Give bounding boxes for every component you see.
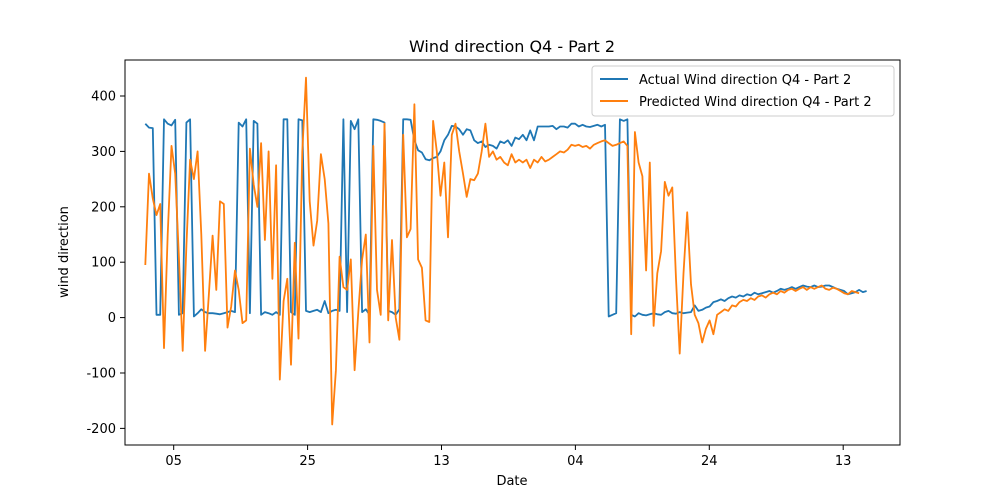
- x-tick-label: 24: [701, 454, 718, 469]
- y-tick-label: 100: [91, 256, 116, 271]
- y-tick-label: 0: [108, 311, 116, 326]
- x-tick-label: 25: [299, 454, 316, 469]
- y-tick-label: -100: [86, 366, 116, 381]
- series-line-actual: [144, 118, 867, 318]
- x-axis-label: Date: [496, 474, 527, 489]
- legend-label-predicted: Predicted Wind direction Q4 - Part 2: [639, 95, 872, 110]
- series-line-predicted: [144, 76, 860, 426]
- x-tick-label: 04: [567, 454, 584, 469]
- x-tick-label: 05: [165, 454, 182, 469]
- y-tick-label: 400: [91, 90, 116, 105]
- x-axis: 05 25 13 04 24 13: [165, 445, 851, 469]
- y-axis: -200 -100 0 100 200 300 400: [86, 90, 125, 437]
- chart-title: Wind direction Q4 - Part 2: [409, 37, 615, 56]
- x-tick-label: 13: [835, 454, 852, 469]
- legend-label-actual: Actual Wind direction Q4 - Part 2: [639, 73, 851, 88]
- y-tick-label: -200: [86, 422, 116, 437]
- x-tick-label: 13: [433, 454, 450, 469]
- legend-frame: [591, 65, 895, 117]
- y-tick-label: 300: [91, 145, 116, 160]
- series-layer: [144, 76, 867, 426]
- y-tick-label: 200: [91, 200, 116, 215]
- plot-frame: [124, 59, 901, 446]
- legend: Actual Wind direction Q4 - Part 2 Predic…: [591, 65, 895, 117]
- y-axis-label: wind direction: [57, 206, 72, 298]
